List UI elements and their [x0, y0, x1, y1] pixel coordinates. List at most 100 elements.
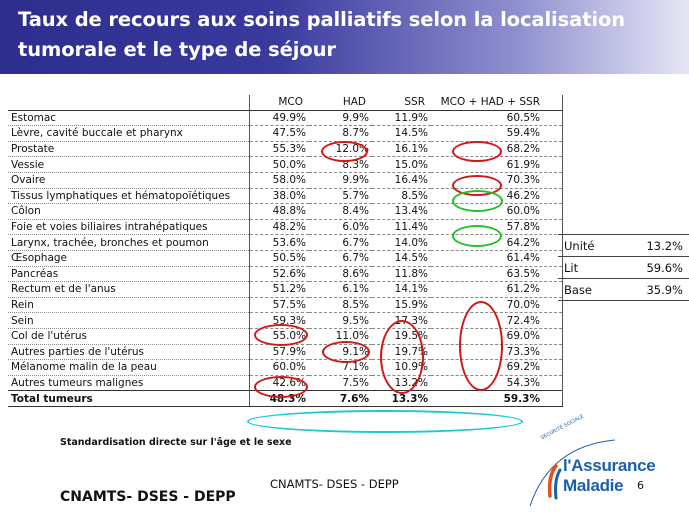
side-value: 59.6%	[628, 256, 689, 279]
cell-mco: 47.5%	[249, 125, 309, 142]
row-label: Autres parties de l'utérus	[8, 344, 250, 361]
cell-ssr: 15.9%	[372, 297, 431, 314]
table-total-row: Total tumeurs 48.3% 7.6% 13.3% 59.3%	[8, 390, 563, 407]
highlight-oval-total-column	[459, 301, 503, 391]
highlight-circle-lymph-total	[452, 190, 503, 212]
cell-total: 61.9%	[431, 156, 563, 173]
cell-ssr: 11.8%	[372, 266, 431, 283]
column-header-total: MCO + HAD + SSR	[431, 95, 563, 111]
table-row: Rein 57.5% 8.5% 15.9% 70.0%	[8, 297, 563, 314]
cell-mco: 50.5%	[249, 250, 309, 267]
cell-ssr: 14.1%	[372, 281, 431, 298]
cell-mco: 48.8%	[249, 203, 309, 220]
logo-swoosh-icon	[529, 439, 616, 507]
logo-text-line-2: Maladie	[563, 476, 624, 495]
highlight-ellipse-total-row	[247, 410, 523, 433]
cell-had: 9.9%	[309, 110, 372, 127]
row-label: Sein	[8, 312, 250, 329]
cell-had: 6.7%	[309, 250, 372, 267]
cell-ssr: 16.4%	[372, 172, 431, 189]
table-row: Estomac 49.9% 9.9% 11.9% 60.5%	[8, 110, 563, 127]
cell-total: 61.2%	[431, 281, 563, 298]
row-label: Côlon	[8, 203, 250, 220]
assurance-maladie-logo: SÉCURITÉ SOCIALE l'Assurance Maladie	[520, 414, 688, 516]
cell-total: 70.0%	[431, 297, 563, 314]
row-label: Pancréas	[8, 266, 250, 283]
highlight-oval-ssr-column	[380, 320, 424, 394]
side-row-base: Base 35.9%	[558, 278, 689, 301]
logo-text-line-1: l'Assurance	[563, 456, 656, 475]
row-label: Tissus lymphatiques et hématopoïétiques	[8, 188, 250, 205]
cell-mco: 55.3%	[249, 141, 309, 158]
cell-mco: 58.0%	[249, 172, 309, 189]
row-label: Autres tumeurs malignes	[8, 375, 250, 392]
cell-had: 7.1%	[309, 359, 372, 376]
cell-ssr: 11.4%	[372, 219, 431, 236]
highlight-circle-col-uterus-had	[322, 341, 370, 363]
total-row-label: Total tumeurs	[8, 390, 250, 407]
side-row-lit: Lit 59.6%	[558, 256, 689, 279]
row-label: Estomac	[8, 110, 250, 127]
cell-total: 59.4%	[431, 125, 563, 142]
cell-ssr: 15.0%	[372, 156, 431, 173]
cell-total: 61.4%	[431, 250, 563, 267]
row-label: Lèvre, cavité buccale et pharynx	[8, 125, 250, 142]
row-label: Col de l'utérus	[8, 328, 250, 345]
footer-left-text: CNAMTS- DSES - DEPP	[60, 489, 236, 505]
cell-total: 54.3%	[431, 375, 563, 392]
highlight-circle-prostate-total	[452, 141, 502, 162]
table-row: Œsophage 50.5% 6.7% 14.5% 61.4%	[8, 250, 563, 267]
cell-ssr: 13.4%	[372, 203, 431, 220]
row-label: Larynx, trachée, bronches et poumon	[8, 234, 250, 251]
cell-had: 8.4%	[309, 203, 372, 220]
header-empty-cell	[8, 95, 250, 111]
cell-mco: 60.0%	[249, 359, 309, 376]
cell-had: 6.1%	[309, 281, 372, 298]
page-number: 6	[637, 479, 644, 492]
row-label: Rein	[8, 297, 250, 314]
row-label: Foie et voies biliaires intrahépatiques	[8, 219, 250, 236]
total-cell-total: 59.3%	[431, 390, 563, 407]
cell-mco: 48.2%	[249, 219, 309, 236]
cell-had: 8.7%	[309, 125, 372, 142]
total-cell-had: 7.6%	[309, 390, 372, 407]
row-label: Ovaire	[8, 172, 250, 189]
side-summary-table: Unité 13.2% Lit 59.6% Base 35.9%	[558, 234, 689, 301]
cell-ssr: 16.1%	[372, 141, 431, 158]
table-row: Côlon 48.8% 8.4% 13.4% 60.0%	[8, 203, 563, 220]
cell-ssr: 14.5%	[372, 250, 431, 267]
side-value: 13.2%	[628, 234, 689, 257]
footer-center-text: CNAMTS- DSES - DEPP	[270, 477, 399, 491]
cell-ssr: 14.0%	[372, 234, 431, 251]
cell-mco: 51.2%	[249, 281, 309, 298]
table-row: Lèvre, cavité buccale et pharynx 47.5% 8.7…	[8, 125, 563, 142]
footnote: Standardisation directe sur l'âge et le …	[60, 437, 292, 448]
cell-had: 7.5%	[309, 375, 372, 392]
cell-mco: 52.6%	[249, 266, 309, 283]
highlight-circle-melanome-mco	[254, 376, 308, 398]
highlight-circle-prostate-had	[321, 141, 368, 162]
side-row-unite: Unité 13.2%	[558, 234, 689, 257]
cell-total: 60.5%	[431, 110, 563, 127]
cell-had: 6.0%	[309, 219, 372, 236]
cell-mco: 38.0%	[249, 188, 309, 205]
highlight-circle-sein-mco	[254, 324, 308, 346]
cell-had: 9.5%	[309, 312, 372, 329]
cell-mco: 57.5%	[249, 297, 309, 314]
cell-mco: 57.9%	[249, 344, 309, 361]
table-row: Foie et voies biliaires intrahépatiques 4…	[8, 219, 563, 236]
side-label: Base	[558, 278, 629, 301]
column-header-had: HAD	[309, 95, 372, 111]
cell-mco: 50.0%	[249, 156, 309, 173]
cell-ssr: 11.9%	[372, 110, 431, 127]
row-label: Œsophage	[8, 250, 250, 267]
row-label: Vessie	[8, 156, 250, 173]
cell-total: 63.5%	[431, 266, 563, 283]
side-value: 35.9%	[628, 278, 689, 301]
table-header-row: MCO HAD SSR MCO + HAD + SSR	[8, 95, 563, 111]
row-label: Rectum et de l'anus	[8, 281, 250, 298]
row-label: Prostate	[8, 141, 250, 158]
side-label: Lit	[558, 256, 629, 279]
cell-had: 9.9%	[309, 172, 372, 189]
cell-had: 5.7%	[309, 188, 372, 205]
